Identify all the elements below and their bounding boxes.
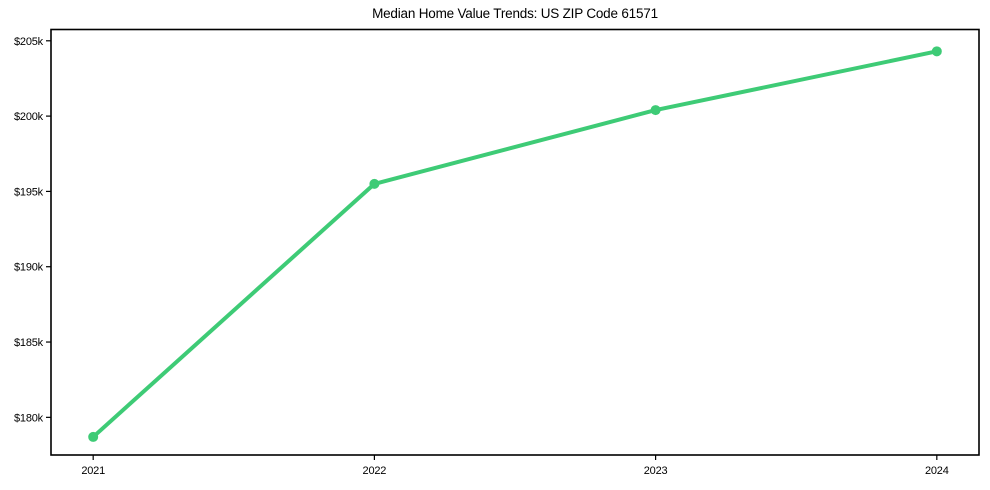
y-tick-label: $190k xyxy=(14,262,44,274)
trend-line xyxy=(91,49,939,439)
data-point xyxy=(88,431,99,442)
y-tick-label: $195k xyxy=(14,186,44,198)
y-tick-label: $200k xyxy=(14,111,44,123)
data-point xyxy=(650,105,661,116)
y-tick-label: $185k xyxy=(14,337,44,349)
data-point xyxy=(369,178,380,189)
x-tick-label: 2023 xyxy=(644,465,668,477)
plot-frame xyxy=(50,28,980,456)
x-tick-label: 2024 xyxy=(925,465,949,477)
x-tick-label: 2021 xyxy=(81,465,105,477)
chart-title: Median Home Value Trends: US ZIP Code 61… xyxy=(372,6,658,21)
x-tick-label: 2022 xyxy=(363,465,387,477)
data-point xyxy=(931,46,942,57)
y-tick-label: $205k xyxy=(14,36,44,48)
y-tick-label: $180k xyxy=(14,412,44,424)
